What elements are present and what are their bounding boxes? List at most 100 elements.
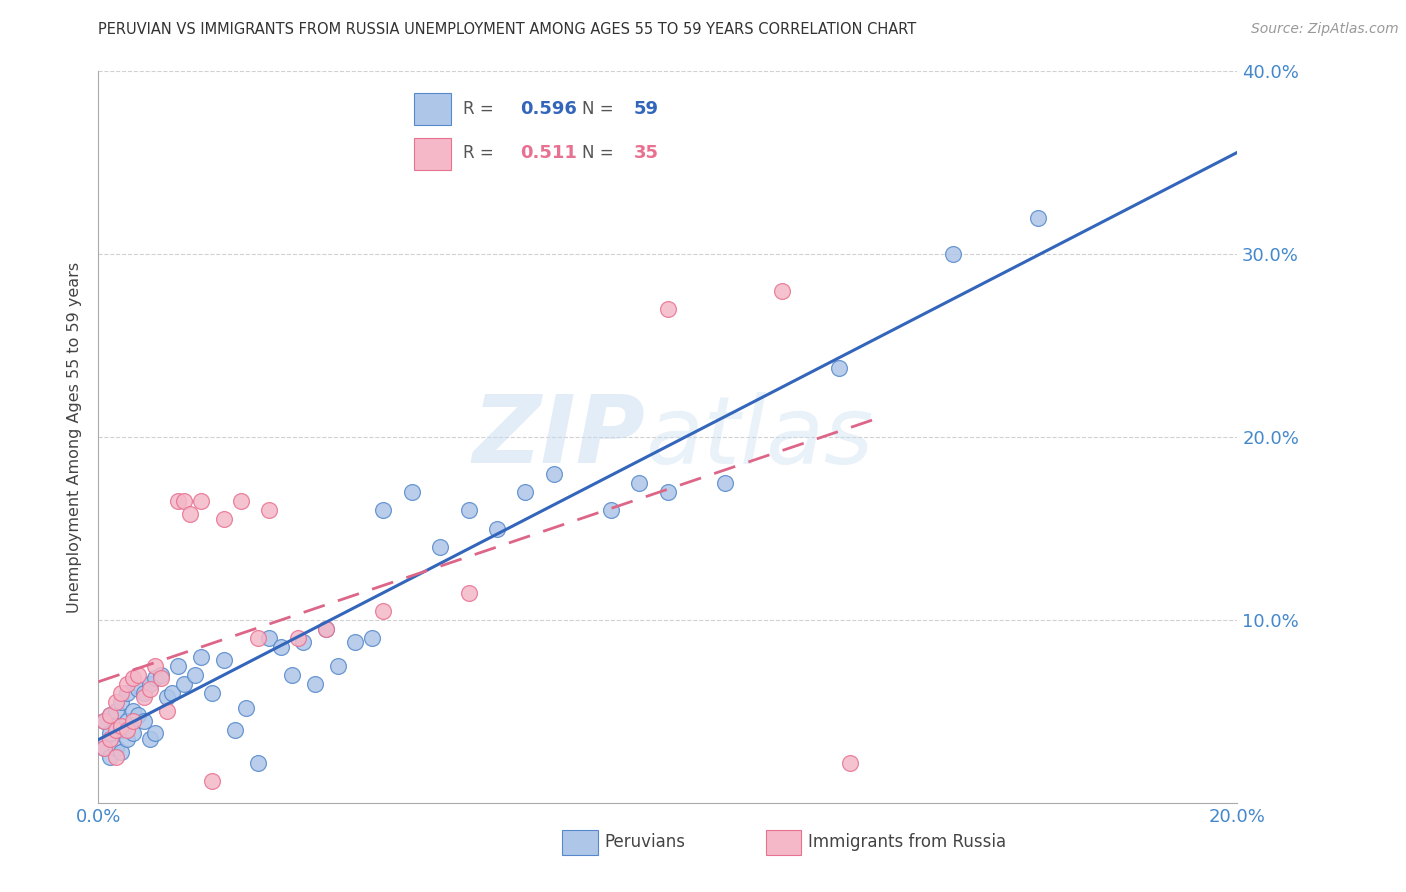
Point xyxy=(127,682,149,697)
Point xyxy=(401,485,423,500)
Point xyxy=(190,649,212,664)
Point xyxy=(121,726,143,740)
Point xyxy=(281,667,304,681)
Point xyxy=(304,677,326,691)
Point xyxy=(150,667,173,681)
Point xyxy=(343,635,366,649)
Point xyxy=(115,714,138,728)
Point xyxy=(287,632,309,646)
Point xyxy=(657,485,679,500)
Point xyxy=(184,667,207,681)
Point xyxy=(828,360,851,375)
Point xyxy=(115,731,138,746)
Point xyxy=(315,622,337,636)
Point xyxy=(110,686,132,700)
Point xyxy=(486,521,509,535)
Point xyxy=(145,658,167,673)
Point xyxy=(543,467,565,481)
Point xyxy=(179,507,201,521)
Point xyxy=(292,635,315,649)
Point xyxy=(839,756,862,770)
Point xyxy=(657,301,679,317)
Point xyxy=(93,740,115,755)
Point xyxy=(150,672,173,686)
Point xyxy=(201,686,224,700)
Point xyxy=(162,686,184,700)
Point xyxy=(115,677,138,691)
Point xyxy=(326,658,349,673)
Point xyxy=(132,714,155,728)
Point xyxy=(104,740,127,755)
Point xyxy=(110,723,132,737)
Point xyxy=(167,658,190,673)
Point xyxy=(104,695,127,709)
Point xyxy=(373,604,395,618)
Text: Source: ZipAtlas.com: Source: ZipAtlas.com xyxy=(1251,22,1399,37)
Point xyxy=(373,503,395,517)
Point xyxy=(515,485,537,500)
Point xyxy=(429,540,451,554)
Point xyxy=(104,719,127,733)
Point xyxy=(127,667,149,681)
Point xyxy=(98,708,121,723)
Point xyxy=(190,494,212,508)
Y-axis label: Unemployment Among Ages 55 to 59 years: Unemployment Among Ages 55 to 59 years xyxy=(67,261,83,613)
Point xyxy=(115,723,138,737)
Point xyxy=(259,632,281,646)
Point xyxy=(270,640,292,655)
Point xyxy=(98,726,121,740)
Point xyxy=(98,750,121,764)
Text: PERUVIAN VS IMMIGRANTS FROM RUSSIA UNEMPLOYMENT AMONG AGES 55 TO 59 YEARS CORREL: PERUVIAN VS IMMIGRANTS FROM RUSSIA UNEMP… xyxy=(98,22,917,37)
Point xyxy=(942,247,965,261)
Point xyxy=(714,475,737,490)
Text: Immigrants from Russia: Immigrants from Russia xyxy=(808,833,1007,851)
Point xyxy=(121,714,143,728)
Point xyxy=(121,672,143,686)
Text: Peruvians: Peruvians xyxy=(605,833,686,851)
Point xyxy=(145,672,167,686)
Point xyxy=(93,714,115,728)
Point xyxy=(235,700,257,714)
Point xyxy=(259,503,281,517)
Point xyxy=(167,494,190,508)
Point xyxy=(315,622,337,636)
Point xyxy=(132,686,155,700)
Point xyxy=(138,677,160,691)
Point xyxy=(224,723,246,737)
Point xyxy=(770,284,793,298)
Point xyxy=(132,690,155,704)
Point xyxy=(156,690,179,704)
Point xyxy=(104,750,127,764)
Point xyxy=(98,731,121,746)
Point xyxy=(246,756,269,770)
Point xyxy=(360,632,382,646)
Point xyxy=(1026,211,1049,225)
Point xyxy=(600,503,623,517)
Point xyxy=(457,585,479,599)
Point xyxy=(212,653,235,667)
Point xyxy=(229,494,252,508)
Point xyxy=(212,512,235,526)
Point xyxy=(104,705,127,719)
Point xyxy=(173,494,195,508)
Point xyxy=(110,745,132,759)
Text: atlas: atlas xyxy=(645,392,873,483)
Point xyxy=(121,705,143,719)
Point xyxy=(110,695,132,709)
Point xyxy=(457,503,479,517)
Point xyxy=(145,726,167,740)
Point xyxy=(127,708,149,723)
Point xyxy=(138,682,160,697)
Text: ZIP: ZIP xyxy=(472,391,645,483)
Point xyxy=(98,708,121,723)
Point xyxy=(201,773,224,788)
Point xyxy=(628,475,651,490)
Point xyxy=(156,705,179,719)
Point xyxy=(138,731,160,746)
Point xyxy=(173,677,195,691)
Point xyxy=(93,714,115,728)
Point xyxy=(93,740,115,755)
Point xyxy=(115,686,138,700)
Point xyxy=(110,719,132,733)
Point xyxy=(104,723,127,737)
